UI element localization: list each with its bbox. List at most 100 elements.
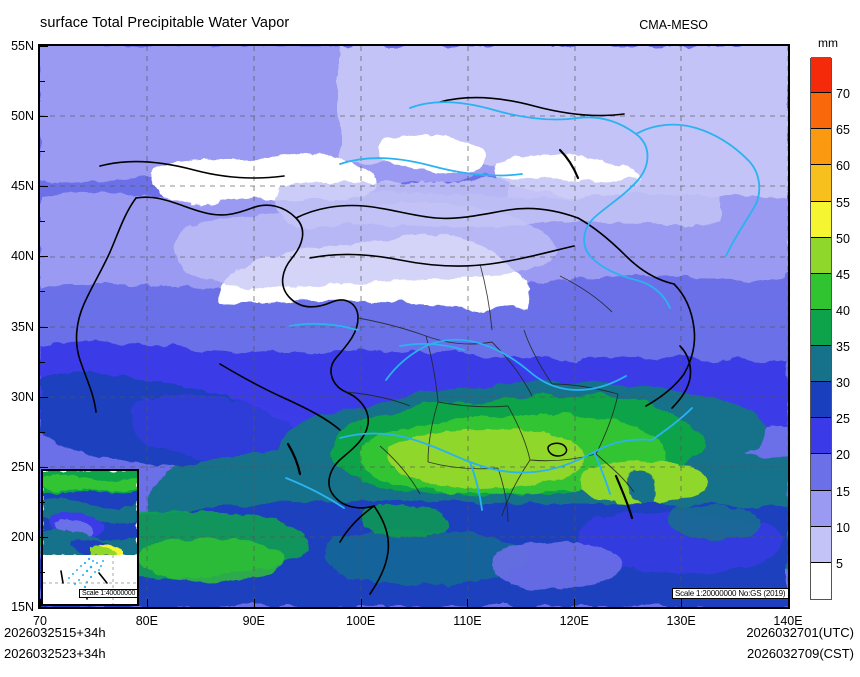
lon-tick [574, 599, 575, 607]
colorbar-unit-label: mm [818, 36, 838, 50]
lon-label-140e: 140E [773, 614, 803, 628]
map-scale-note: Scale 1:20000000 No:GS (2019) 1786 [672, 588, 788, 599]
colorbar-tick-55: 55 [836, 195, 850, 210]
colorbar-tick-70: 70 [836, 87, 850, 102]
colorbar-separator [811, 489, 831, 491]
init-time-cst: 2026032523+34h [4, 646, 106, 661]
colorbar-separator [811, 308, 831, 310]
colorbar-band [811, 237, 831, 274]
colorbar-separator [811, 453, 831, 455]
colorbar-band [811, 454, 831, 491]
lat-tick [40, 186, 48, 187]
colorbar-tick-30: 30 [836, 376, 850, 391]
colorbar-separator [811, 525, 831, 527]
lat-minor-tick [40, 502, 45, 503]
colorbar-separator [811, 345, 831, 347]
lon-tick [254, 599, 255, 607]
colorbar-tick-40: 40 [836, 303, 850, 318]
colorbar-separator [811, 164, 831, 166]
colorbar-separator [811, 236, 831, 238]
map-canvas[interactable]: Scale 1:20000000 No:GS (2019) 1786 [38, 44, 790, 609]
lat-minor-tick [40, 221, 45, 222]
colorbar-band [811, 346, 831, 383]
colorbar-separator [811, 200, 831, 202]
lon-label-120e: 120E [559, 614, 589, 628]
lat-label-35n: 35N [11, 319, 34, 334]
colorbar-band [811, 165, 831, 202]
lat-tick [40, 607, 48, 608]
model-label: CMA-MESO [639, 18, 708, 32]
colorbar-separator [811, 417, 831, 419]
lon-label-80e: 80E [135, 614, 158, 628]
lat-minor-tick [40, 572, 45, 573]
lat-label-50n: 50N [11, 109, 34, 124]
lon-tick [681, 599, 682, 607]
page-title: surface Total Precipitable Water Vapor [40, 15, 290, 31]
lon-tick [40, 599, 41, 607]
colorbar-band [811, 526, 831, 563]
lon-label-100e: 100E [345, 614, 376, 628]
colorbar-band [811, 418, 831, 455]
lat-minor-tick [40, 291, 45, 292]
lat-tick [40, 327, 48, 328]
contour-field [40, 46, 788, 607]
lat-tick [40, 116, 48, 117]
colorbar-tick-10: 10 [836, 520, 850, 535]
colorbar-tick-50: 50 [836, 231, 850, 246]
lat-label-30n: 30N [11, 389, 34, 404]
lon-label-110e: 110E [453, 614, 482, 628]
lon-tick [147, 599, 148, 607]
lat-minor-tick [40, 362, 45, 363]
lat-tick [40, 256, 48, 257]
inset-scale-note: Scale 1:40000000 [79, 589, 137, 598]
inset-map-south-china-sea[interactable]: Scale 1:40000000 [41, 469, 139, 606]
colorbar-separator [811, 561, 831, 563]
valid-time-utc: 2026032701(UTC) [746, 625, 854, 640]
lon-tick [361, 599, 362, 607]
lon-tick [467, 599, 468, 607]
colorbar-tick-45: 45 [836, 267, 850, 282]
colorbar-separator [811, 272, 831, 274]
colorbar-band [811, 490, 831, 527]
lat-label-45n: 45N [11, 179, 34, 194]
lat-label-25n: 25N [11, 459, 34, 474]
lat-tick [40, 467, 48, 468]
lat-minor-tick [40, 432, 45, 433]
valid-time-cst: 2026032709(CST) [747, 646, 854, 661]
colorbar-separator [811, 92, 831, 94]
colorbar-tick-15: 15 [836, 484, 850, 499]
init-time-utc: 2026032515+34h [4, 625, 106, 640]
lon-label-130e: 130E [666, 614, 696, 628]
lon-label-70: 70 [33, 614, 47, 628]
colorbar-band [811, 57, 831, 94]
lat-tick [40, 397, 48, 398]
colorbar-band [811, 129, 831, 166]
colorbar-tick-60: 60 [836, 159, 850, 174]
colorbar-band [811, 562, 831, 599]
lat-minor-tick [40, 81, 45, 82]
colorbar-band [811, 93, 831, 130]
colorbar-tick-20: 20 [836, 448, 850, 463]
lat-minor-tick [40, 151, 45, 152]
colorbar-band [811, 201, 831, 238]
colorbar-separator [811, 128, 831, 130]
lat-label-20n: 20N [11, 529, 34, 544]
colorbar-tick-25: 25 [836, 412, 850, 427]
colorbar-band [811, 382, 831, 419]
colorbar-tick-35: 35 [836, 340, 850, 355]
lat-tick [40, 537, 48, 538]
colorbar-band [811, 273, 831, 310]
colorbar-tick-5: 5 [836, 556, 843, 571]
colorbar-separator [811, 381, 831, 383]
lat-label-40n: 40N [11, 249, 34, 264]
colorbar-tick-65: 65 [836, 123, 850, 138]
lat-label-15n: 15N [11, 600, 34, 614]
inset-contour-field [43, 471, 137, 604]
colorbar[interactable] [810, 57, 832, 600]
lon-label-90e: 90E [242, 614, 265, 628]
colorbar-band [811, 309, 831, 347]
lat-tick [40, 46, 48, 47]
lon-tick [788, 599, 789, 607]
lat-label-55n: 55N [11, 39, 34, 53]
